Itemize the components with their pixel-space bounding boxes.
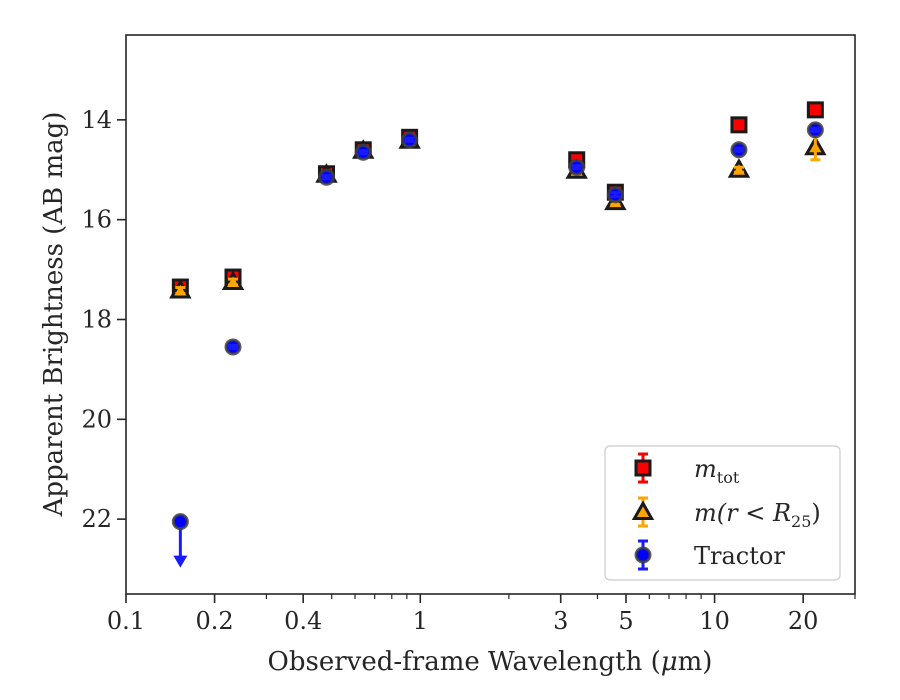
- x-axis-label: Observed-frame Wavelength (μm): [268, 647, 713, 677]
- legend-marker: [631, 500, 655, 520]
- legend-entry-mtot: mtot: [634, 452, 740, 487]
- series-tractor: [171, 121, 824, 568]
- errorbar: [810, 126, 821, 133]
- legend-label: mtot: [694, 455, 740, 487]
- x-tick-label: 0.1: [107, 607, 145, 635]
- errorbar: [228, 343, 239, 350]
- legend-marker: [634, 459, 652, 477]
- x-axis-label-mu: μ: [661, 647, 678, 677]
- errorbar: [321, 174, 332, 181]
- x-tick-label: 10: [699, 607, 730, 635]
- y-axis-label: Apparent Brightness (AB mag): [39, 112, 69, 518]
- legend-entry-tractor: Tractor: [634, 539, 785, 571]
- y-tick-label: 14: [81, 106, 112, 134]
- plot-frame: [125, 34, 856, 595]
- y-tick-label: 22: [81, 505, 112, 533]
- y-tick-label: 18: [81, 305, 112, 333]
- data-marks: [169, 101, 827, 568]
- x-tick-label: 20: [788, 607, 819, 635]
- errorbar: [733, 121, 744, 128]
- errorbar: [571, 164, 582, 171]
- errorbar: [810, 106, 821, 113]
- x-tick-label: 3: [553, 607, 568, 635]
- x-tick-label: 0.4: [284, 607, 322, 635]
- legend-entry-mr25: m(r < R25): [631, 496, 821, 531]
- axis-ticks: 0.1 0.2 0.4 1 3 5 10 20 14 16 18 20 22: [81, 106, 856, 635]
- errorbar: [733, 146, 744, 153]
- errorbar: [733, 165, 744, 174]
- errorbar: [358, 149, 369, 156]
- x-tick-label: 5: [618, 607, 633, 635]
- legend-marker: [634, 546, 652, 564]
- data-point: [171, 513, 189, 531]
- errorbar: [228, 277, 239, 287]
- x-axis-label-pre: Observed-frame Wavelength (: [268, 647, 661, 677]
- y-tick-label: 20: [81, 405, 112, 433]
- legend: mtot m(r < R25) Tractor: [604, 445, 841, 581]
- x-tick-label: 1: [413, 607, 428, 635]
- x-axis-label-post: m): [678, 647, 713, 677]
- legend-frame: [604, 445, 841, 581]
- errorbar: [404, 136, 415, 143]
- y-tick-label: 16: [81, 206, 112, 234]
- legend-label: Tractor: [694, 542, 785, 570]
- upper-limit-arrow: [173, 555, 188, 568]
- errorbar: [175, 286, 186, 296]
- x-tick-label: 0.2: [196, 607, 234, 635]
- legend-label: m(r < R25): [694, 499, 821, 531]
- errorbar: [610, 191, 621, 199]
